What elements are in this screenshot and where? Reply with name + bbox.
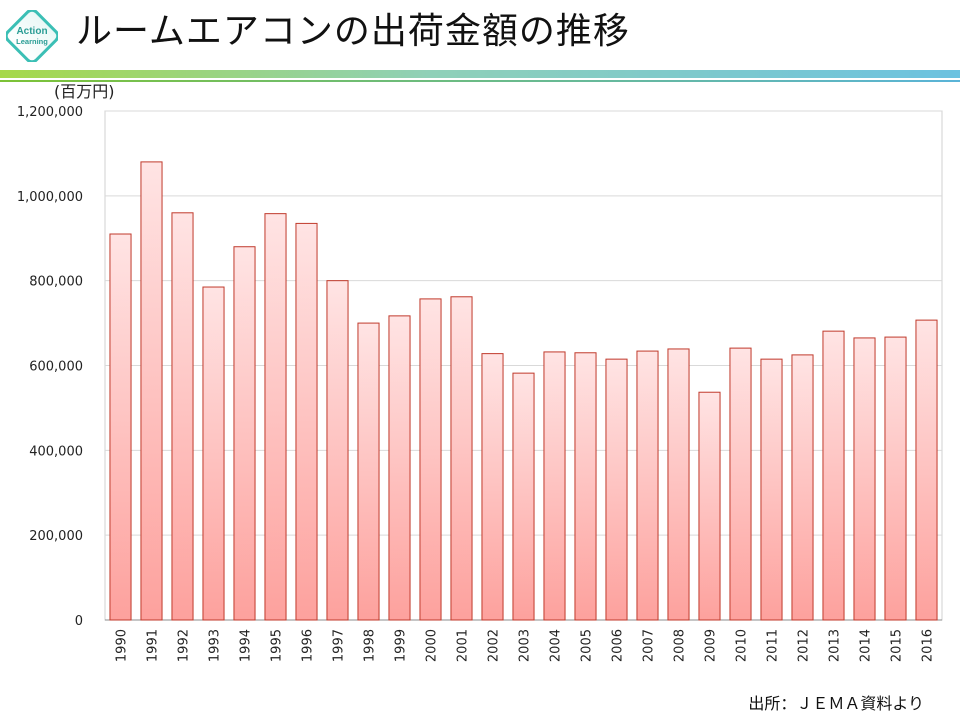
x-tick-label: 2005 (580, 629, 595, 662)
bar-1993 (202, 286, 225, 621)
x-tick-label: 2014 (859, 629, 874, 662)
bar-1994 (233, 246, 256, 621)
x-tick-label: 1990 (115, 629, 130, 662)
x-tick-label: 1995 (270, 629, 285, 662)
bar-2013 (822, 330, 845, 621)
bar-2008 (667, 348, 690, 621)
x-tick-label: 2013 (828, 629, 843, 662)
bar-1998 (357, 322, 380, 621)
bar-2003 (512, 372, 535, 621)
bar-2009 (698, 391, 721, 621)
x-tick-label: 1993 (208, 629, 223, 662)
x-tick-label: 2003 (518, 629, 533, 662)
x-tick-label: 1991 (146, 629, 161, 662)
bar-2012 (791, 354, 814, 621)
y-tick-label: 0 (75, 614, 83, 629)
x-tick-label: 2006 (611, 629, 626, 662)
bar-2000 (419, 298, 442, 621)
y-tick-label: 1,200,000 (17, 105, 83, 120)
x-tick-label: 2000 (425, 629, 440, 662)
x-tick-label: 2007 (642, 629, 657, 662)
bar-2014 (853, 337, 876, 621)
x-tick-label: 1992 (177, 629, 192, 662)
bar-2004 (543, 351, 566, 621)
x-tick-label: 1998 (363, 629, 378, 662)
bar-2002 (481, 353, 504, 621)
x-tick-label: 2016 (921, 629, 936, 662)
source-note: 出所：ＪＥＭＡ資料より (748, 694, 924, 713)
title-underline-line (0, 80, 960, 82)
bar-2015 (884, 336, 907, 621)
x-tick-label: 2009 (704, 629, 719, 662)
logo-text-top: Action (16, 26, 47, 37)
bar-2016 (915, 319, 938, 621)
bar-1991 (140, 161, 163, 621)
x-tick-label: 2011 (766, 629, 781, 662)
bar-1995 (264, 213, 287, 621)
x-tick-label: 2012 (797, 629, 812, 662)
bar-2011 (760, 358, 783, 621)
bar-1992 (171, 212, 194, 621)
bar-2005 (574, 352, 597, 621)
x-tick-label: 2004 (549, 629, 564, 662)
action-learning-logo: Action Learning (6, 10, 58, 62)
page-title: ルームエアコンの出荷金額の推移 (76, 11, 630, 52)
x-tick-label: 1994 (239, 629, 254, 662)
y-tick-label: 600,000 (29, 360, 83, 375)
bar-2010 (729, 347, 752, 621)
y-tick-label: 1,000,000 (17, 190, 83, 205)
logo-text-bottom: Learning (16, 37, 48, 46)
y-tick-label: 800,000 (29, 275, 83, 290)
x-tick-label: 1999 (394, 629, 409, 662)
bar-1999 (388, 315, 411, 621)
x-tick-label: 2001 (456, 629, 471, 662)
title-underline-bar (0, 70, 960, 78)
bar-1996 (295, 222, 318, 621)
x-tick-label: 1996 (301, 629, 316, 662)
x-tick-label: 2002 (487, 629, 502, 662)
y-axis-unit-label: (百万円) (54, 82, 115, 101)
bar-2001 (450, 296, 473, 621)
bar-1997 (326, 280, 349, 621)
x-tick-label: 1997 (332, 629, 347, 662)
x-tick-label: 2015 (890, 629, 905, 662)
x-tick-label: 2008 (673, 629, 688, 662)
bar-2006 (605, 358, 628, 621)
x-tick-label: 2010 (735, 629, 750, 662)
y-tick-label: 200,000 (29, 529, 83, 544)
bar-1990 (109, 233, 132, 621)
bar-2007 (636, 350, 659, 621)
y-tick-label: 400,000 (29, 444, 83, 459)
